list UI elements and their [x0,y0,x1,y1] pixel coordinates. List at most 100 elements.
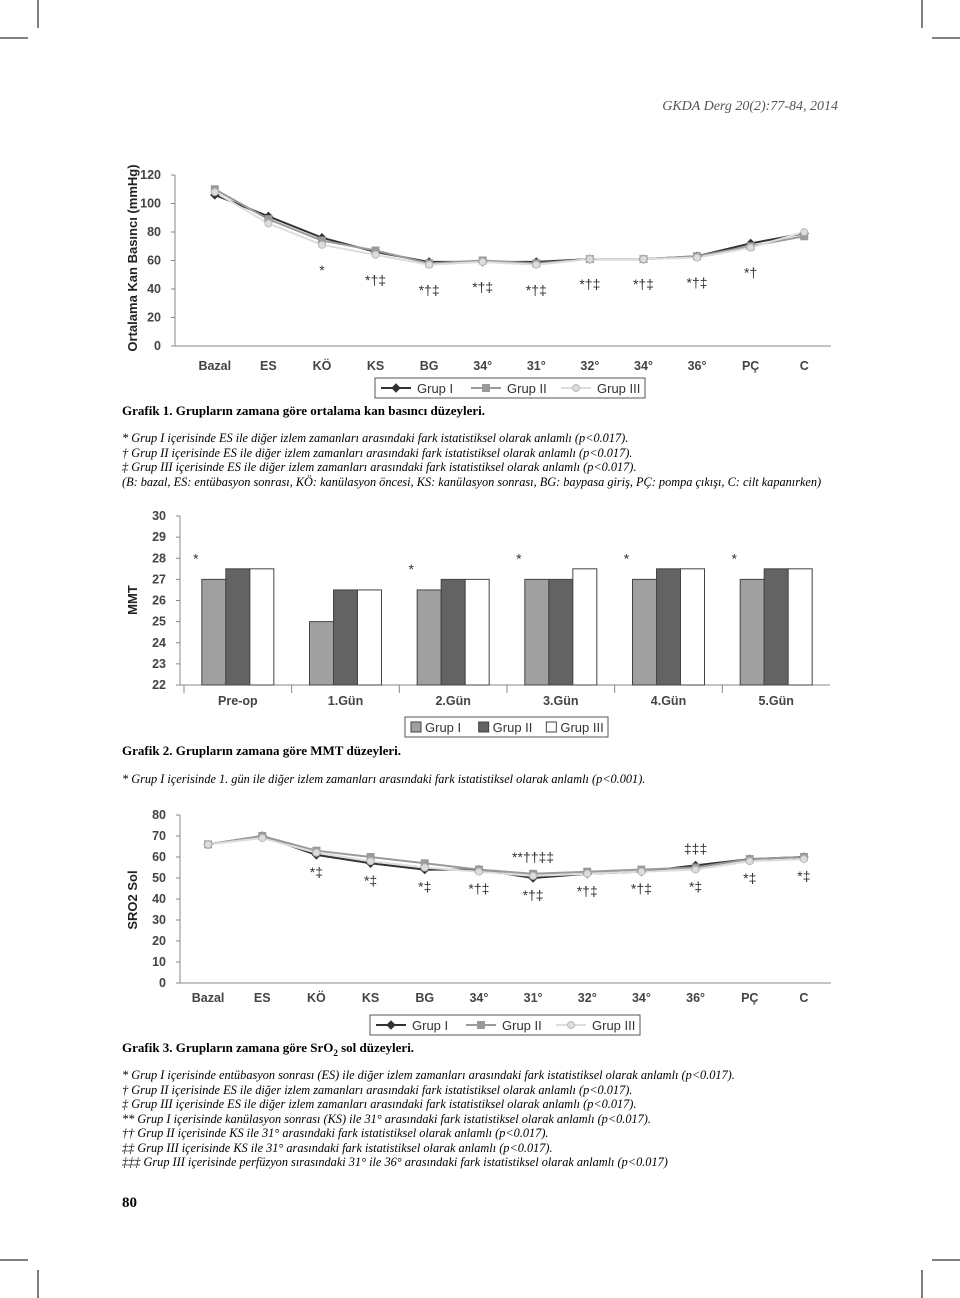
legend-label: Grup I [412,1018,448,1033]
legend-marker [386,1020,396,1030]
bar [524,578,550,686]
bar [787,568,813,686]
caption-part: Grafik 3. Grupların zamana göre SrO [122,1040,333,1055]
legend-swatch [478,721,490,733]
x-tick-label: 34° [469,991,488,1005]
x-tick-label: 32° [580,359,599,373]
x-tick-label: PÇ [742,359,759,373]
line [207,834,804,875]
legend-marker [477,1021,485,1029]
legend-box [374,377,646,399]
y-tick-label: 20 [152,934,166,948]
legend-label: Grup III [597,381,640,396]
x-tick-label: 36° [688,359,707,373]
marker [745,857,754,866]
y-tick-label: 22 [152,678,166,692]
x-tick-label: ES [260,359,277,373]
annotation: *†‡ [468,881,489,897]
note: ‡ Grup III içerisinde ES ile diğer izlem… [122,1097,636,1111]
marker [258,834,267,843]
marker [691,865,700,874]
marker [210,188,219,197]
page-number: 80 [122,1195,137,1211]
caption: Grafik 2. Grupların zamana göre MMT düze… [122,743,401,758]
x-tick-label: KÖ [307,990,326,1005]
annotation: *‡ [743,870,756,886]
x-tick-label: KÖ [313,358,332,373]
bar [464,578,490,686]
marker [204,840,213,849]
y-tick-label: 80 [147,225,161,239]
marker [529,871,538,880]
marker [478,257,487,266]
y-tick-label: 26 [152,594,166,608]
legend-swatch [545,721,557,733]
x-tick-label: Bazal [198,359,231,373]
annotation: *†‡ [419,282,440,298]
y-tick-label: 24 [152,636,166,650]
x-tick-label: KS [367,359,384,373]
y-tick-label: 40 [152,892,166,906]
marker [425,260,434,269]
note: ‡‡ Grup III içerisinde KS ile 31° arasın… [122,1141,553,1155]
y-tick-label: 80 [152,808,166,822]
y-tick-label: 29 [152,530,166,544]
x-tick-label: C [800,359,809,373]
caption-part: sol düzeyleri. [338,1040,414,1055]
annotation: *†‡ [523,887,544,903]
marker [317,240,326,249]
annotation: * [624,550,630,566]
y-axis-label: MMT [125,585,140,615]
bar [249,568,275,686]
note: * Grup I içerisinde ES ile diğer izlem z… [122,431,628,445]
x-tick-label: 1.Gün [328,694,363,708]
x-tick-label: 34° [473,359,492,373]
note: † Grup II içerisinde ES ile diğer izlem … [122,446,632,460]
legend-label: Grup II [507,381,547,396]
y-axis-label: Ortalama Kan Basıncı (mmHg) [125,164,140,351]
x-tick-label: PÇ [741,991,758,1005]
bar [333,589,358,686]
annotation: *† [744,265,757,281]
y-tick-label: 30 [152,913,166,927]
annotation: * [319,262,325,278]
legend-box [404,716,609,738]
legend-label: Grup II [493,720,533,735]
running-header: GKDA Derg 20(2):77-84, 2014 [662,99,838,114]
marker [420,863,429,872]
marker [366,857,375,866]
legend-label: Grup I [425,720,461,735]
line [214,191,805,266]
annotation: *†‡ [577,883,598,899]
legend-swatch [410,721,422,733]
marker [746,243,755,252]
annotation: * [193,550,199,566]
note: † Grup II içerisinde ES ile diğer izlem … [122,1083,632,1097]
x-tick-label: 3.Gün [543,694,578,708]
y-tick-label: 120 [140,168,161,182]
x-tick-label: Pre-op [218,694,258,708]
marker [474,867,483,876]
bar [572,568,598,686]
annotation: **††‡‡ [512,849,554,865]
y-tick-label: 25 [152,615,166,629]
x-tick-label: C [799,991,808,1005]
y-tick-label: 60 [147,254,161,268]
annotation: *†‡ [687,275,708,291]
annotation: *‡ [310,864,323,880]
marker [583,869,592,878]
annotation: * [731,550,737,566]
marker [585,255,594,264]
annotation: *‡ [689,879,702,895]
x-tick-label: 34° [632,991,651,1005]
legend-box [369,1014,641,1036]
annotation: *†‡ [472,279,493,295]
annotation: *†‡ [579,276,600,292]
legend-label: Grup III [560,720,603,735]
annotation: *‡ [364,872,377,888]
legend-label: Grup III [592,1018,635,1033]
caption-subscript: 2 [333,1048,338,1058]
y-tick-label: 60 [152,850,166,864]
